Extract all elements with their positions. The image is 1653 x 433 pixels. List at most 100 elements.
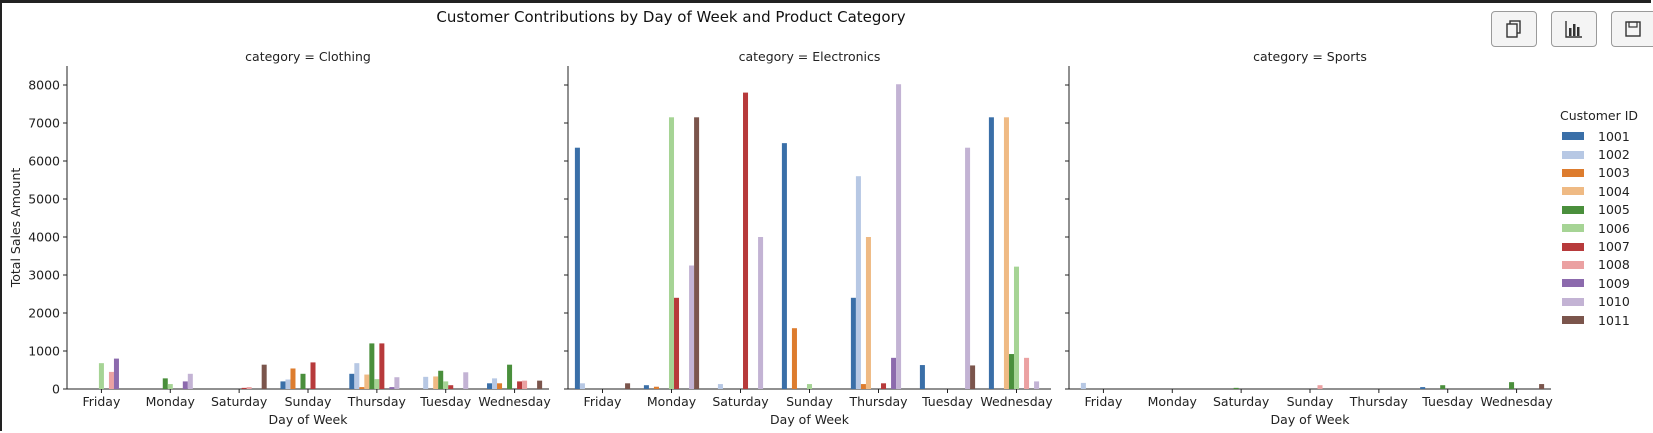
bar-1001 (1420, 387, 1426, 389)
bar-1010 (896, 84, 902, 390)
legend-swatch (1562, 187, 1584, 196)
legend-swatch (1562, 168, 1584, 177)
y-tick-label: 4000 (28, 230, 60, 245)
bar-1005 (300, 373, 306, 389)
bar-1010 (758, 237, 764, 389)
legend-item: 1001 (1560, 127, 1653, 145)
bar-1010 (689, 265, 695, 389)
legend-swatch (1562, 260, 1584, 269)
x-tick-label: Wednesday (478, 394, 551, 409)
x-tick-label: Saturday (211, 394, 268, 409)
bar-1007 (881, 383, 887, 389)
panel-title: category = Electronics (739, 49, 881, 64)
bar-1002 (855, 176, 861, 389)
legend-item: 1005 (1560, 201, 1653, 219)
y-tick-label: 0 (52, 382, 60, 397)
bar-1011 (261, 364, 267, 389)
legend-item: 1009 (1560, 274, 1653, 292)
bar-1002 (492, 378, 498, 389)
legend: Customer ID 1001 1002 1003 1004 1005 1006 1007… (1560, 108, 1653, 329)
legend-swatch (1562, 224, 1584, 233)
x-tick-label: Saturday (1213, 394, 1270, 409)
legend-label: 1005 (1598, 202, 1630, 218)
x-tick-label: Saturday (712, 394, 769, 409)
panel-title: category = Clothing (245, 49, 371, 64)
y-tick-label: 2000 (28, 306, 60, 321)
bar-1007 (517, 381, 523, 389)
bar-1005 (1233, 387, 1239, 389)
y-tick-label: 6000 (28, 154, 60, 169)
bar-1003 (359, 387, 365, 389)
x-tick-label: Monday (647, 394, 697, 409)
bar-1006 (668, 117, 675, 390)
x-tick-label: Thursday (347, 394, 407, 409)
legend-swatch (1562, 205, 1584, 214)
y-tick-label: 5000 (28, 192, 60, 207)
copy-button[interactable] (1491, 11, 1537, 47)
bar-1008 (246, 387, 252, 389)
bar-1010 (187, 373, 193, 389)
legend-swatch (1562, 242, 1584, 251)
x-tick-label: Monday (1148, 394, 1198, 409)
x-tick-label: Sunday (285, 394, 332, 409)
bar-1008 (1024, 357, 1030, 389)
bar-1002 (579, 383, 585, 389)
bar-1011 (694, 117, 700, 390)
bar-1007 (448, 385, 454, 389)
bar-1004 (433, 376, 439, 389)
legend-label: 1011 (1598, 312, 1630, 328)
save-button[interactable] (1611, 11, 1653, 47)
bar-1009 (891, 357, 897, 389)
legend-item: 1003 (1560, 164, 1653, 182)
bar-1005 (1440, 385, 1446, 389)
legend-label: 1006 (1598, 220, 1630, 236)
legend-swatch (1562, 132, 1584, 141)
x-tick-label: Wednesday (980, 394, 1053, 409)
legend-swatch (1562, 297, 1584, 306)
y-axis-label: Total Sales Amount (8, 168, 23, 289)
bar-1007 (310, 362, 316, 389)
x-axis-label: Day of Week (269, 412, 349, 427)
bar-1002 (423, 376, 429, 389)
bar-1005 (507, 364, 513, 389)
bar-1004 (1003, 117, 1009, 390)
x-tick-label: Friday (82, 394, 120, 409)
x-tick-label: Wednesday (1480, 394, 1553, 409)
bar-1001 (850, 297, 856, 389)
legend-label: 1008 (1598, 257, 1630, 273)
chart-title: Customer Contributions by Day of Week an… (436, 8, 906, 26)
bar-1007 (241, 387, 247, 389)
bar-1001 (280, 381, 286, 389)
legend-item: 1011 (1560, 311, 1653, 329)
bar-1011 (537, 380, 543, 389)
legend-title: Customer ID (1560, 108, 1639, 123)
bar-1006 (1013, 266, 1020, 389)
legend-label: 1010 (1598, 294, 1630, 310)
chart-button[interactable] (1551, 11, 1597, 47)
bar-1006 (374, 379, 380, 389)
x-tick-label: Tuesday (921, 394, 973, 409)
x-tick-label: Sunday (786, 394, 833, 409)
bar-1007 (379, 343, 385, 389)
legend-label: 1001 (1598, 128, 1630, 144)
x-tick-label: Friday (1084, 394, 1122, 409)
x-tick-label: Sunday (1287, 394, 1334, 409)
bar-1003 (653, 386, 659, 389)
bar-1005 (1509, 382, 1515, 389)
legend-item: 1004 (1560, 182, 1653, 200)
x-tick-label: Monday (146, 394, 196, 409)
bar-1011 (625, 383, 631, 389)
legend-label: 1004 (1598, 183, 1630, 199)
bar-1007 (674, 297, 680, 389)
bar-1005 (369, 343, 375, 389)
legend-label: 1007 (1598, 239, 1630, 255)
legend-swatch (1562, 150, 1584, 159)
x-tick-label: Thursday (1349, 394, 1409, 409)
bar-1011 (1539, 384, 1545, 389)
bar-1007 (743, 92, 749, 389)
bar-1001 (643, 385, 649, 389)
bar-1006 (806, 384, 813, 389)
bar-1001 (349, 373, 355, 389)
